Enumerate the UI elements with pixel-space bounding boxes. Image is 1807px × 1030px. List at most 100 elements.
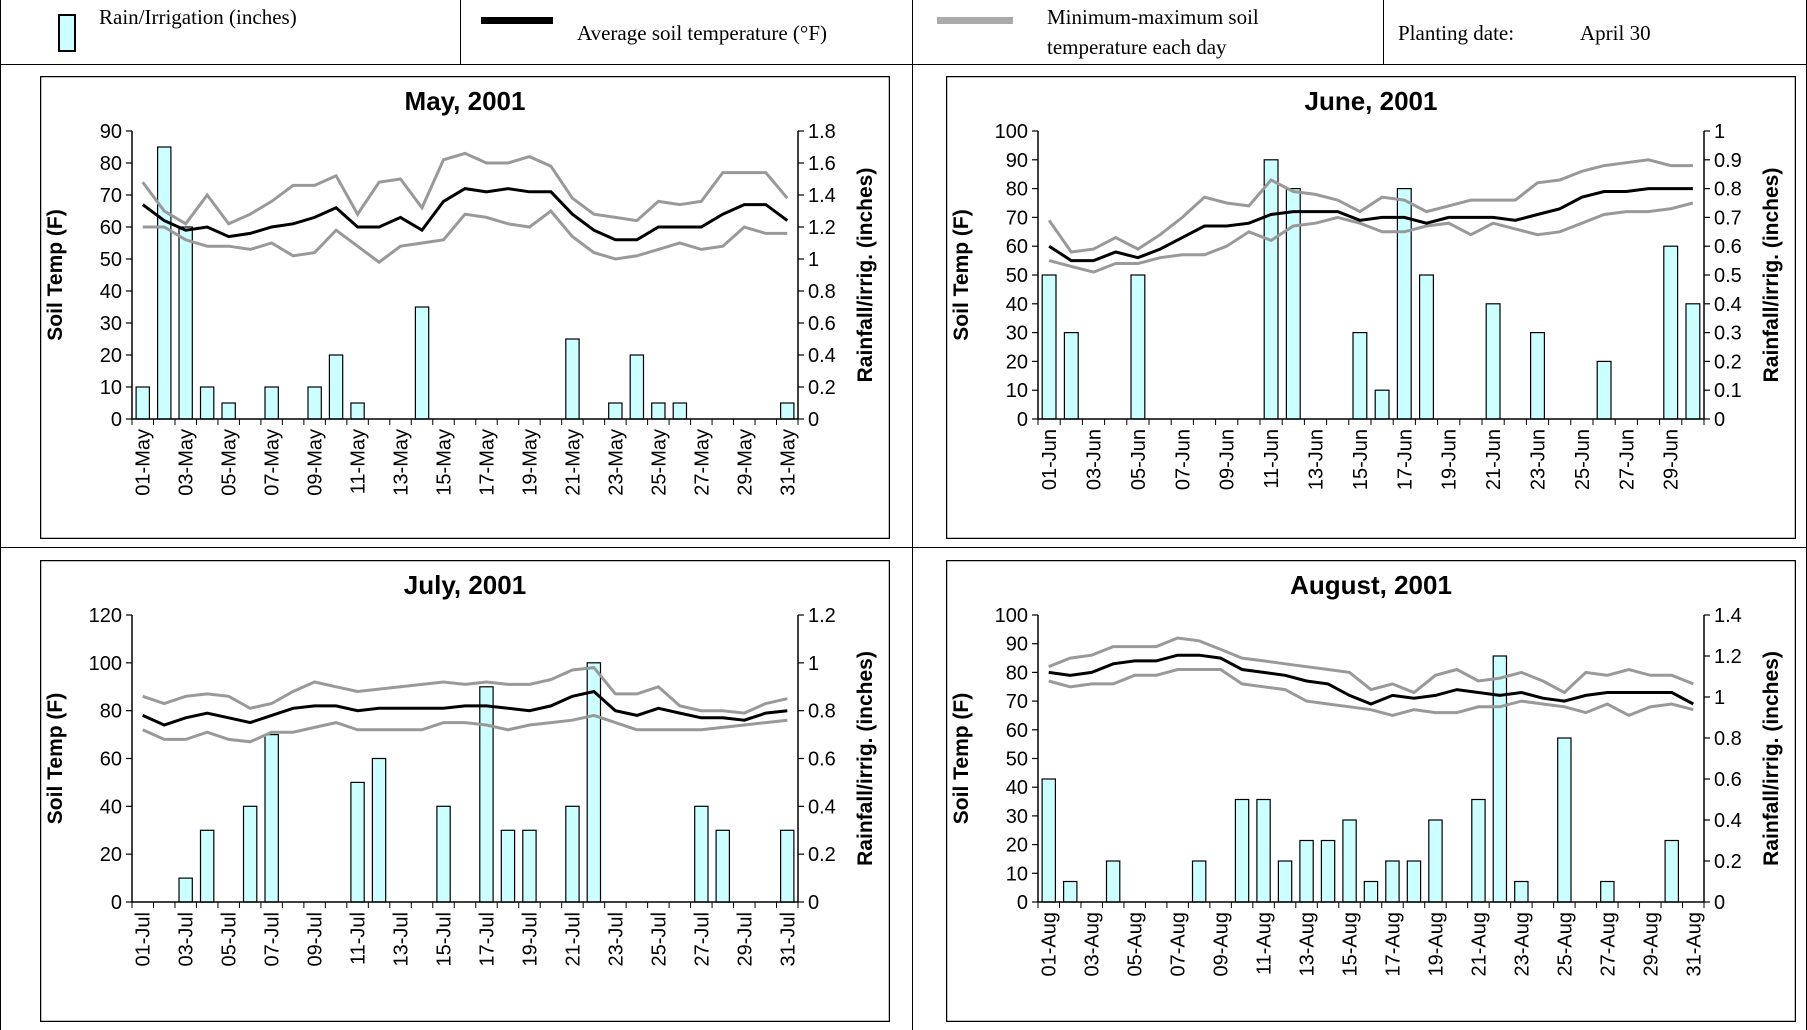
y-tick-label: 0: [111, 892, 122, 914]
x-tick-label: 09-Jul: [305, 912, 327, 966]
chart-panel-may: May, 2001 0 10 20 30 40 50 60 70 80 90 0 0.2 0.4 0.6 0.…: [40, 76, 890, 539]
x-tick-label: 31-Aug: [1683, 912, 1705, 977]
x-tick-label: 29-Aug: [1640, 912, 1662, 977]
y-tick-label: 90: [1006, 634, 1028, 656]
y-axis-label: Soil Temp (F): [44, 209, 67, 340]
rain-bar: [1320, 839, 1336, 903]
x-tick-label: 01-May: [133, 429, 155, 496]
x-tick-label: 29-May: [734, 429, 756, 496]
y2-tick-label: 0: [1714, 892, 1725, 914]
x-tick-label: 15-Jun: [1350, 429, 1372, 490]
x-tick-label: 17-Jul: [476, 912, 498, 966]
y2-tick-label: 0.8: [808, 281, 836, 303]
y-tick-label: 90: [100, 121, 122, 143]
y-tick-label: 0: [111, 409, 122, 431]
rain-bar: [414, 306, 430, 420]
frame-middle-divider: [0, 547, 1807, 548]
rain-bar: [264, 734, 279, 903]
rain-bar: [436, 805, 451, 903]
rain-bar: [221, 402, 236, 420]
rain-bar: [1363, 880, 1379, 903]
y-tick-label: 60: [100, 749, 122, 771]
x-tick-label: 15-Aug: [1340, 912, 1362, 977]
rain-bar: [1191, 860, 1207, 903]
rain-bar: [199, 829, 215, 903]
y-tick-label: 70: [100, 185, 122, 207]
x-tick-label: 23-Aug: [1511, 912, 1533, 977]
y2-tick-label: 0.4: [808, 796, 836, 818]
rain-bar: [328, 354, 344, 420]
y2-tick-label: 0.8: [1714, 728, 1742, 750]
x-tick-label: 07-May: [262, 429, 284, 496]
rain-bar: [156, 146, 172, 420]
chart-title: June, 2001: [1305, 86, 1438, 116]
planting-date-label: Planting date:: [1398, 21, 1515, 45]
x-tick-label: 05-Jun: [1128, 429, 1150, 490]
rain-bar: [1041, 778, 1056, 903]
chart-svg-may: May, 2001 0 10 20 30 40 50 60 70 80 90 0 0.2 0.4 0.6 0.…: [40, 76, 890, 539]
y2-tick-label: 0.2: [808, 844, 836, 866]
rain-bar: [1557, 737, 1572, 903]
x-tick-label: 05-Jul: [219, 912, 241, 966]
chart-panel-july: July, 2001 0 20 40 60 80 100 120 0 0.2 0.4 0.6 0.8 1 1…: [40, 560, 890, 1022]
y-tick-label: 10: [100, 377, 122, 399]
y-axis-label: Soil Temp (F): [950, 693, 973, 824]
y-tick-label: 10: [1006, 380, 1028, 402]
x-tick-label: 03-Aug: [1082, 912, 1104, 977]
x-tick-label: 29-Jul: [734, 912, 756, 966]
y-tick-label: 0: [1017, 409, 1028, 431]
x-tick-label: 21-Jul: [562, 912, 584, 966]
avg-temp-line: [141, 187, 789, 242]
avg-temp-line: [1048, 653, 1695, 706]
rain-bar: [1130, 274, 1146, 420]
rain-bar: [1396, 187, 1412, 420]
rain-bar: [1406, 860, 1422, 903]
rain-swatch-icon: [58, 14, 76, 52]
y2-tick-label: 1.2: [1714, 646, 1742, 668]
x-tick-label: 21-Jun: [1483, 429, 1505, 490]
planting-date-value: April 30: [1580, 21, 1651, 45]
rain-bar: [1299, 839, 1314, 903]
rain-bar: [178, 226, 193, 420]
y-tick-label: 60: [1006, 236, 1028, 258]
chart-svg-july: July, 200102040608010012000.20.40.60.811…: [40, 560, 890, 1022]
y2-tick-label: 0.7: [1714, 207, 1742, 229]
rain-bar: [1263, 159, 1279, 420]
y2-tick-label: 1.8: [808, 121, 836, 143]
chart-panel-august: August, 2001 0 10 20 30 40 50 60 70 80 90 100 0 0.2 0.…: [946, 560, 1796, 1022]
avg-line-swatch-icon: [481, 17, 553, 24]
x-tick-label: 21-Aug: [1468, 912, 1490, 977]
y-tick-label: 50: [100, 249, 122, 271]
y-tick-label: 20: [1006, 351, 1028, 373]
rain-bar: [1342, 819, 1357, 903]
y2-tick-label: 0.4: [1714, 294, 1742, 316]
y-tick-label: 60: [1006, 720, 1028, 742]
y2-tick-label: 0.9: [1714, 150, 1742, 172]
y-tick-label: 50: [1006, 749, 1028, 771]
rain-bar: [1105, 860, 1121, 903]
x-tick-label: 25-Jun: [1572, 429, 1594, 490]
max-temp-line: [141, 151, 789, 226]
y2-tick-label: 0.5: [1714, 265, 1742, 287]
chart-svg-august: August, 2001 0 10 20 30 40 50 60 70 80 90 100 0 0.2 0.…: [946, 560, 1796, 1022]
x-tick-label: 23-Jul: [605, 912, 627, 966]
x-tick-label: 27-Aug: [1597, 912, 1619, 977]
x-tick-label: 01-Aug: [1039, 912, 1061, 977]
y-tick-label: 80: [100, 153, 122, 175]
x-tick-label: 15-May: [434, 429, 456, 496]
chart-title: May, 2001: [405, 86, 526, 116]
y2-tick-label: 0: [808, 409, 819, 431]
x-tick-label: 11-Aug: [1254, 912, 1276, 975]
chart-frame: [40, 560, 890, 1022]
legend-rain-label: Rain/Irrigation (inches): [99, 5, 297, 29]
x-tick-label: 31-Jul: [777, 912, 799, 966]
minmax-line-swatch-icon: [937, 17, 1013, 24]
y-tick-label: 20: [100, 345, 122, 367]
y2-tick-label: 0.2: [1714, 351, 1742, 373]
y2-tick-label: 0.3: [1714, 323, 1742, 345]
rain-bar: [694, 805, 709, 903]
legend-bar: Rain/Irrigation (inches) Average soil te…: [0, 0, 1807, 65]
rain-bar: [1471, 798, 1486, 903]
min-temp-line: [1048, 201, 1694, 274]
x-tick-label: 11-May: [348, 429, 370, 494]
